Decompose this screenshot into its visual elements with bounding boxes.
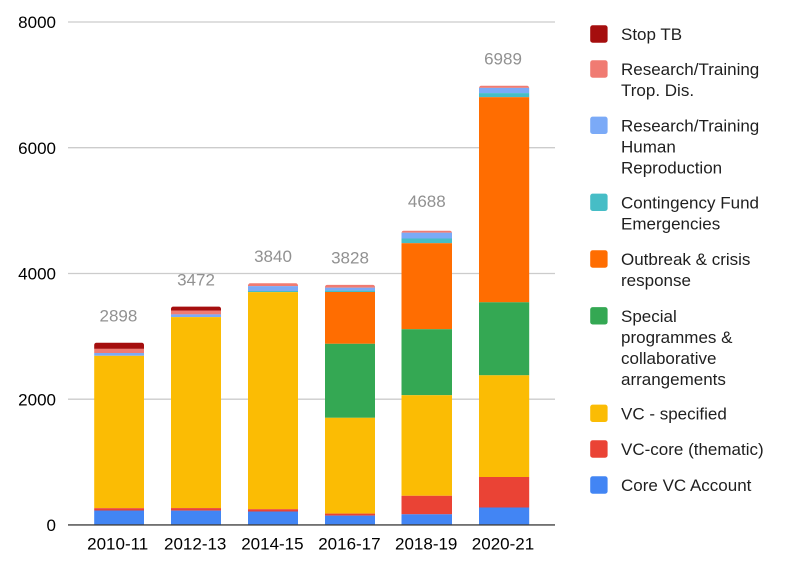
svg-text:2000: 2000 [18, 390, 56, 409]
svg-text:4688: 4688 [408, 192, 446, 211]
svg-text:Emergencies: Emergencies [621, 215, 720, 234]
svg-text:Trop. Dis.: Trop. Dis. [621, 81, 694, 100]
svg-text:Stop TB: Stop TB [621, 25, 682, 44]
svg-text:4000: 4000 [18, 265, 56, 284]
svg-text:Research/Training: Research/Training [621, 117, 759, 136]
svg-text:2898: 2898 [99, 306, 137, 325]
svg-text:2020-21: 2020-21 [472, 535, 534, 554]
svg-text:3472: 3472 [177, 271, 215, 290]
svg-text:8000: 8000 [18, 13, 56, 32]
svg-text:2014-15: 2014-15 [241, 535, 303, 554]
svg-text:Human: Human [621, 138, 676, 157]
svg-text:0: 0 [47, 516, 56, 535]
svg-text:2016-17: 2016-17 [318, 535, 380, 554]
svg-text:6000: 6000 [18, 139, 56, 158]
svg-text:3840: 3840 [254, 247, 292, 266]
svg-text:Special: Special [621, 307, 677, 326]
svg-text:3828: 3828 [331, 249, 369, 268]
svg-text:response: response [621, 271, 691, 290]
svg-text:Core VC Account: Core VC Account [621, 476, 752, 495]
svg-text:2010-11: 2010-11 [87, 535, 148, 554]
svg-text:6989: 6989 [484, 49, 522, 68]
svg-text:collaborative: collaborative [621, 349, 716, 368]
svg-text:Reproduction: Reproduction [621, 159, 722, 178]
svg-text:Outbreak & crisis: Outbreak & crisis [621, 250, 750, 269]
svg-text:Research/Training: Research/Training [621, 60, 759, 79]
svg-text:programmes &: programmes & [621, 328, 733, 347]
svg-text:2018-19: 2018-19 [395, 535, 457, 554]
svg-text:2012-13: 2012-13 [164, 535, 226, 554]
svg-text:arrangements: arrangements [621, 370, 726, 389]
svg-text:VC-core (thematic): VC-core (thematic) [621, 440, 764, 459]
svg-text:Contingency Fund: Contingency Fund [621, 194, 759, 213]
svg-text:VC - specified: VC - specified [621, 405, 727, 424]
